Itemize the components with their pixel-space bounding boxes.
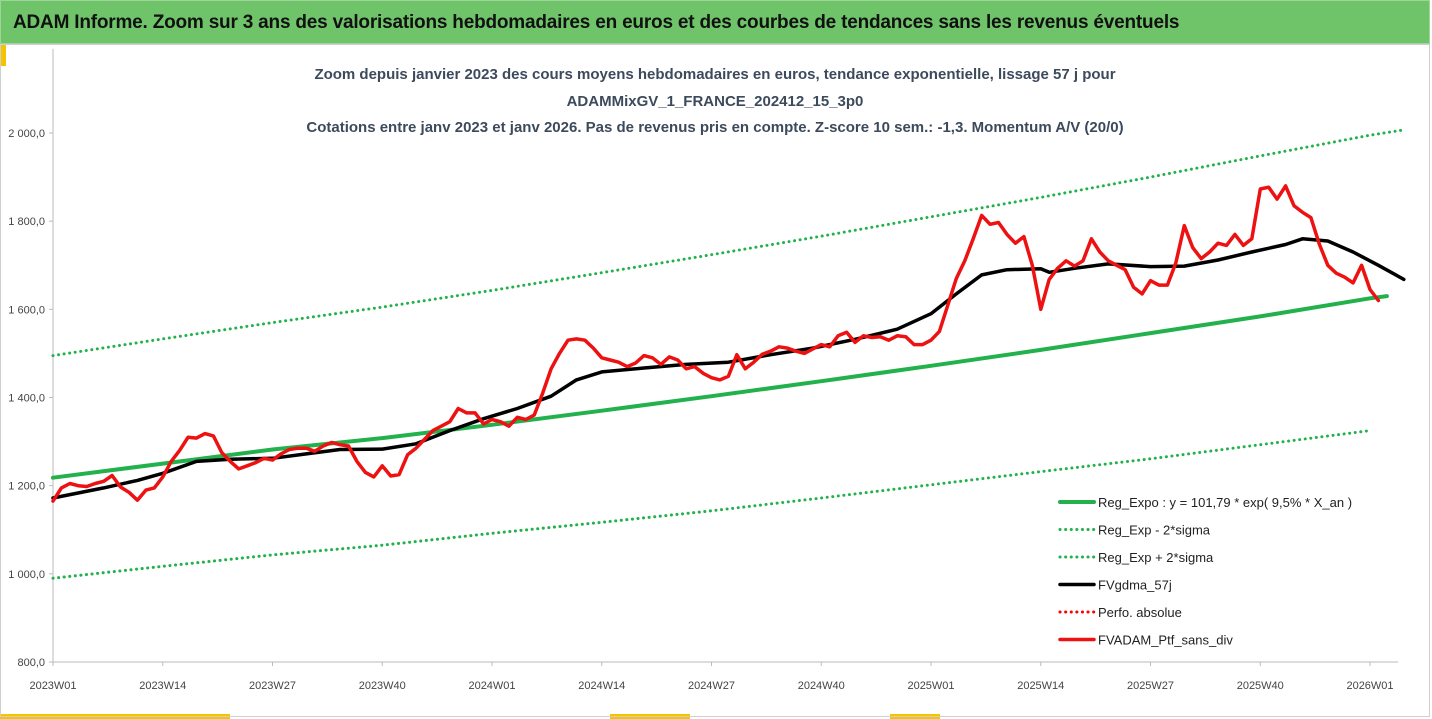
y-tick-label: 800,0 bbox=[17, 657, 45, 669]
x-tick-label: 2024W01 bbox=[468, 680, 515, 692]
chart-title-line-3: Cotations entre janv 2023 et janv 2026. … bbox=[306, 119, 1124, 136]
x-tick-label: 2025W27 bbox=[1127, 680, 1174, 692]
legend-label-2: Reg_Exp + 2*sigma bbox=[1098, 550, 1214, 565]
series-line-2 bbox=[51, 128, 1406, 358]
legend-label-3: FVgdma_57j bbox=[1098, 578, 1172, 593]
x-tick-label: 2025W40 bbox=[1237, 680, 1284, 692]
series-line-5 bbox=[51, 184, 1381, 503]
yellow-accent-top bbox=[0, 44, 6, 66]
series-line-1 bbox=[51, 429, 1372, 580]
x-tick-label: 2026W01 bbox=[1346, 680, 1393, 692]
x-tick-label: 2025W14 bbox=[1017, 680, 1064, 692]
x-tick-label: 2023W27 bbox=[249, 680, 296, 692]
chart-title-line-2: ADAMMixGV_1_FRANCE_202412_15_3p0 bbox=[566, 93, 864, 110]
legend-label-5: FVADAM_Ptf_sans_div bbox=[1098, 633, 1233, 648]
y-tick-label: 1 800,0 bbox=[8, 216, 45, 228]
series-line-0 bbox=[51, 294, 1389, 480]
legend-label-4: Perfo. absolue bbox=[1098, 605, 1182, 620]
x-tick-label: 2023W40 bbox=[359, 680, 406, 692]
x-tick-label: 2024W14 bbox=[578, 680, 625, 692]
y-tick-label: 1 600,0 bbox=[8, 304, 45, 316]
y-tick-label: 1 000,0 bbox=[8, 569, 45, 581]
y-tick-label: 1 400,0 bbox=[8, 393, 45, 405]
page-title: ADAM Informe. Zoom sur 3 ans des valoris… bbox=[13, 12, 1180, 33]
series-line-3 bbox=[51, 237, 1406, 500]
legend-label-1: Reg_Exp - 2*sigma bbox=[1098, 523, 1211, 538]
y-tick-label: 2 000,0 bbox=[8, 128, 45, 140]
y-tick-label: 1 200,0 bbox=[8, 481, 45, 493]
legend-label-0: Reg_Expo : y = 101,79 * exp( 9,5% * X_an… bbox=[1098, 495, 1352, 510]
x-tick-label: 2024W27 bbox=[688, 680, 735, 692]
chart-title-line-1: Zoom depuis janvier 2023 des cours moyen… bbox=[314, 66, 1116, 83]
x-tick-label: 2023W01 bbox=[29, 680, 76, 692]
x-tick-label: 2024W40 bbox=[798, 680, 845, 692]
x-tick-label: 2023W14 bbox=[139, 680, 186, 692]
chart-frame bbox=[0, 44, 1430, 717]
header-banner: ADAM Informe. Zoom sur 3 ans des valoris… bbox=[0, 0, 1430, 44]
x-tick-label: 2025W01 bbox=[907, 680, 954, 692]
